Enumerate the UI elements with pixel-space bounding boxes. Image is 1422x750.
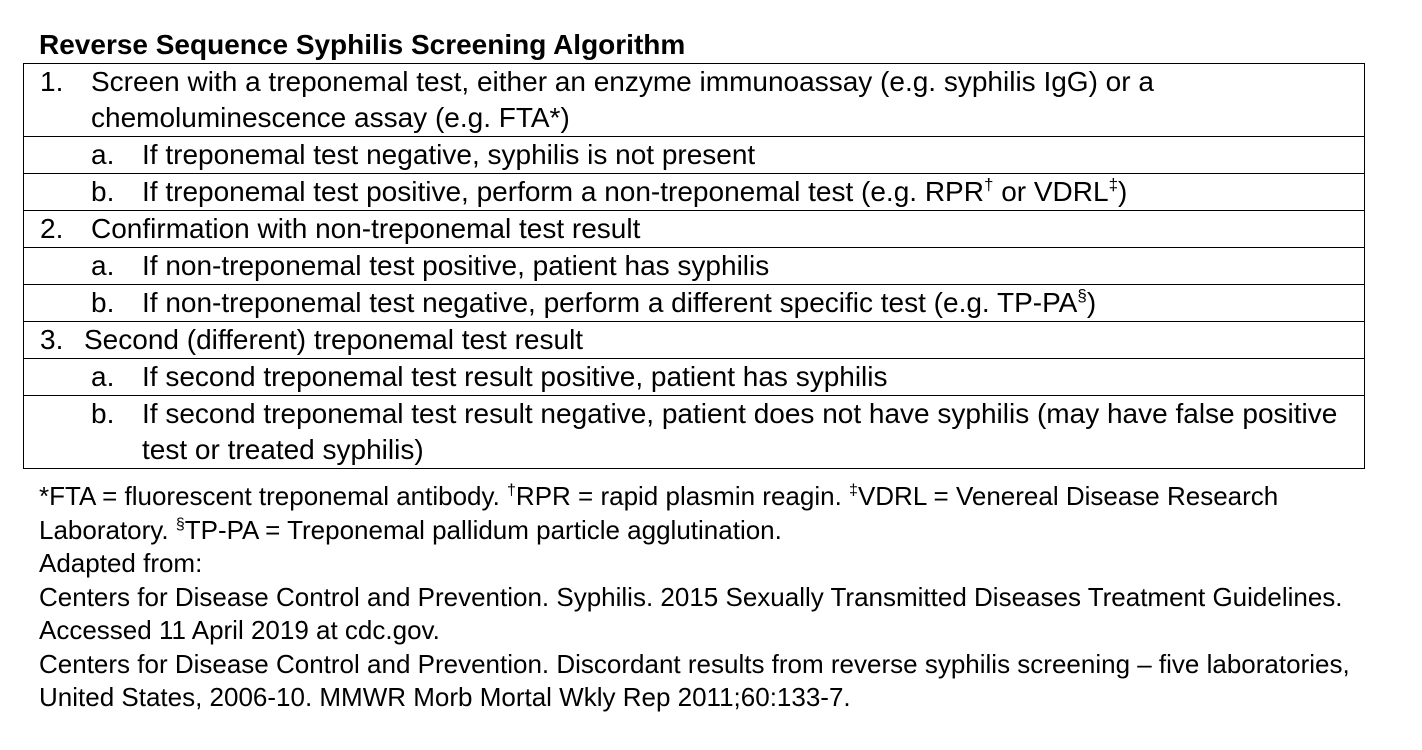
step-3-cell: 3. Second (different) treponemal test re… [23, 321, 1365, 359]
vdrl-footnote: VDRL = Venereal Disease Research Laborat… [39, 481, 1279, 545]
substep-text: If treponemal test negative, syphilis is… [142, 139, 756, 170]
step-2-cell: 2. Confirmation with non-treponemal test… [23, 210, 1365, 248]
substep-text: If treponemal test positive, perform a n… [142, 174, 1364, 210]
dagger-mark: † [507, 482, 516, 499]
substep-text-part: or VDRL [993, 176, 1109, 207]
abbreviation-footnotes: *FTA = fluorescent treponemal antibody. … [39, 480, 1379, 547]
substep-letter: a. [91, 250, 115, 281]
substep-text: If second treponemal test result positiv… [142, 361, 888, 392]
substep-text-part: If treponemal test positive, perform a n… [142, 176, 984, 207]
substep-text-part: If non-treponemal test negative, perform… [142, 287, 1078, 318]
step-3b-cell: b. If second treponemal test result nega… [23, 395, 1365, 469]
reference-1: Centers for Disease Control and Preventi… [39, 581, 1343, 646]
document-title: Reverse Sequence Syphilis Screening Algo… [39, 29, 686, 60]
step-number: 2. [40, 213, 64, 244]
double-dagger-mark: ‡ [1108, 175, 1119, 194]
reference-2: Centers for Disease Control and Preventi… [39, 648, 1350, 713]
substep-letter: b. [91, 287, 115, 318]
substep-letter: b. [91, 176, 115, 207]
table-row: b. If treponemal test positive, perform … [23, 173, 1365, 211]
table-row: 3. Second (different) treponemal test re… [23, 321, 1365, 359]
algorithm-table: 1. Screen with a treponemal test, either… [23, 63, 1365, 469]
substep-text-part: ) [1118, 176, 1128, 207]
step-text: Second (different) treponemal test resul… [84, 324, 584, 355]
section-mark: § [175, 515, 185, 533]
table-row: b. If non-treponemal test negative, perf… [23, 284, 1365, 322]
fta-footnote: *FTA = fluorescent treponemal antibody. [39, 481, 508, 511]
dagger-mark: † [983, 175, 994, 194]
substep-text: If second treponemal test result negativ… [142, 398, 1338, 465]
step-1-cell: 1. Screen with a treponemal test, either… [23, 63, 1365, 137]
substep-letter: a. [91, 139, 115, 170]
substep-letter: b. [91, 398, 115, 429]
footnotes-section: *FTA = fluorescent treponemal antibody. … [39, 480, 1379, 715]
double-dagger-mark: ‡ [849, 482, 858, 499]
substep-text-part: ) [1086, 287, 1097, 318]
step-3a-cell: a. If second treponemal test result posi… [23, 358, 1365, 396]
section-mark: § [1077, 286, 1087, 305]
rpr-footnote: RPR = rapid plasmin reagin. [515, 481, 850, 511]
table-row: 2. Confirmation with non-treponemal test… [23, 210, 1365, 248]
step-1a-cell: a. If treponemal test negative, syphilis… [23, 136, 1365, 174]
step-number: 3. [40, 324, 64, 355]
step-2b-cell: b. If non-treponemal test negative, perf… [23, 284, 1365, 322]
step-1b-cell: b. If treponemal test positive, perform … [23, 173, 1365, 211]
table-row: a. If treponemal test negative, syphilis… [23, 136, 1365, 174]
substep-text: If non-treponemal test positive, patient… [142, 250, 770, 281]
step-text: Screen with a treponemal test, either an… [91, 66, 1154, 133]
tppa-footnote: TP-PA = Treponemal pallidum particle agg… [184, 514, 782, 545]
step-2a-cell: a. If non-treponemal test positive, pati… [23, 247, 1365, 285]
substep-letter: a. [91, 361, 115, 392]
table-row: b. If second treponemal test result nega… [23, 395, 1365, 469]
substep-text: If non-treponemal test negative, perform… [142, 285, 1364, 321]
step-number: 1. [40, 66, 64, 97]
table-row: 1. Screen with a treponemal test, either… [23, 63, 1365, 137]
table-row: a. If second treponemal test result posi… [23, 358, 1365, 396]
adapted-from-label: Adapted from: [39, 548, 203, 578]
step-text: Confirmation with non-treponemal test re… [91, 213, 641, 244]
table-row: a. If non-treponemal test positive, pati… [23, 247, 1365, 285]
